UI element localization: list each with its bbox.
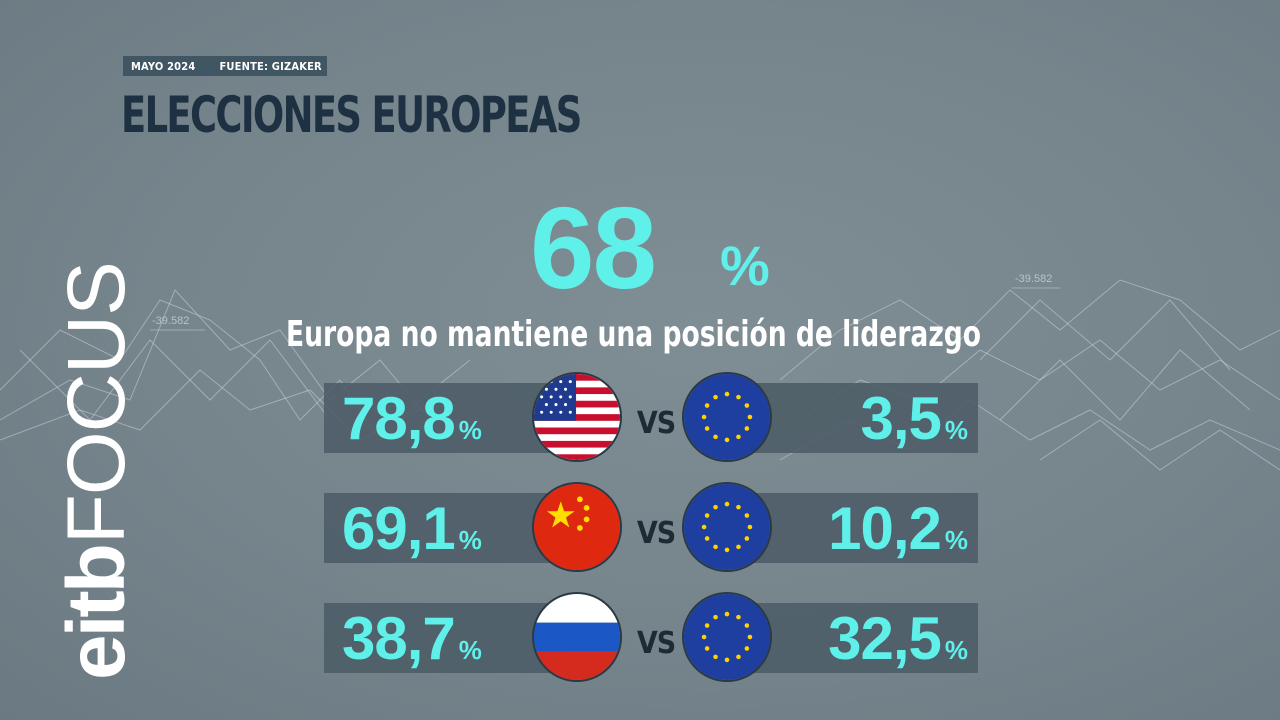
brand-logo: eitb FOCUS (51, 210, 142, 680)
left-unit: % (458, 635, 482, 665)
right-number: 3,5 (860, 385, 941, 452)
right-value: 3,5 % (860, 384, 968, 454)
brand-eitb: eitb (51, 546, 142, 680)
headline-value: 68 (530, 183, 657, 313)
eu-flag-icon (682, 592, 772, 682)
left-unit: % (458, 525, 482, 555)
source-label: FUENTE: GIZAKER (219, 59, 322, 73)
right-unit: % (944, 415, 968, 445)
left-number: 78,8 (342, 385, 456, 452)
right-panel (734, 383, 978, 453)
right-number: 10,2 (828, 495, 942, 562)
headline-subtitle: Europa no mantiene una posición de lider… (286, 314, 982, 355)
eu-flag-icon (682, 372, 772, 462)
china-flag-icon (532, 482, 622, 572)
vs-label: VS (636, 626, 676, 661)
eu-flag-icon (682, 482, 772, 572)
date-label: MAYO 2024 (131, 59, 196, 73)
usa-flag-icon (532, 372, 622, 462)
russia-flag-icon (532, 592, 622, 682)
background-value-left: -39.582 (152, 315, 189, 327)
right-value: 10,2 % (828, 494, 968, 564)
left-value: 69,1 % (342, 494, 482, 564)
right-number: 32,5 (828, 605, 942, 672)
left-number: 69,1 (342, 495, 456, 562)
vs-label: VS (636, 406, 676, 441)
headline-stat: 68 % (530, 188, 790, 308)
headline-unit: % (720, 234, 770, 297)
page-title: ELECCIONES EUROPEAS (121, 86, 582, 144)
right-value: 32,5 % (828, 604, 968, 674)
brand-focus: FOCUS (51, 262, 142, 545)
left-number: 38,7 (342, 605, 456, 672)
right-panel (734, 493, 978, 563)
left-value: 38,7 % (342, 604, 482, 674)
background-value-right: -39.582 (1015, 273, 1052, 285)
left-unit: % (458, 415, 482, 445)
right-panel (734, 603, 978, 673)
comparison-row-china: 69,1 % VS 10,2 % (324, 482, 978, 572)
vs-label: VS (636, 516, 676, 551)
right-unit: % (944, 525, 968, 555)
right-unit: % (944, 635, 968, 665)
comparison-row-russia: 38,7 % VS 32,5 % (324, 592, 978, 682)
source-bar: MAYO 2024 FUENTE: GIZAKER (123, 56, 327, 76)
left-value: 78,8 % (342, 384, 482, 454)
comparison-row-usa: 78,8 % VS (324, 372, 978, 462)
